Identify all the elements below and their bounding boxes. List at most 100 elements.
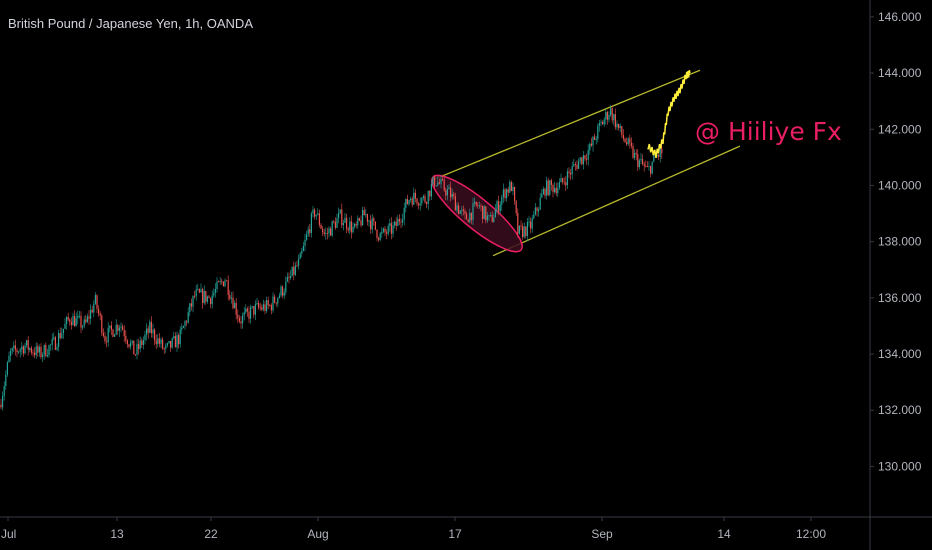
candle [555,182,557,196]
candle [322,226,324,236]
candle [246,306,248,317]
candle [306,230,308,242]
candle [416,197,418,207]
candle [624,137,626,143]
candle [530,217,532,234]
candle [373,216,375,226]
candle [379,232,381,242]
candle [126,339,128,348]
price-axis[interactable]: 130.000 132.000 134.000 136.000 138.000 140.0… [870,10,922,474]
candle [176,331,178,353]
candle [178,333,180,349]
candle [413,187,415,205]
annotation-text[interactable]: @ Hiiliye Fx [695,117,842,146]
candle [549,179,551,197]
candle [448,184,450,190]
candle [66,315,68,330]
candle [598,120,600,132]
time-tick-label: 14 [717,527,731,541]
candle [566,168,568,190]
candle [238,315,240,324]
candle [267,296,269,309]
candle [122,323,124,331]
candle [40,343,42,360]
candle [650,165,652,178]
candle [3,381,5,401]
candle [538,207,540,217]
candle [550,178,552,191]
candle [528,216,530,227]
channel-lines[interactable] [432,69,741,257]
time-axis[interactable]: Jul 13 22 Aug 17 Sep 14 12:00 [1,517,826,541]
candle [115,319,117,336]
candle [374,221,376,231]
candle [579,156,581,165]
candle [371,214,373,234]
candle [646,161,648,168]
candle [491,211,493,223]
candle [168,340,170,344]
candle [326,227,328,240]
candle [594,133,596,141]
candle [456,202,458,213]
price-tick-label: 142.000 [878,122,922,136]
candle [102,328,104,338]
candle [454,192,456,211]
candle [253,305,255,319]
candle [205,290,207,305]
candle [304,233,306,252]
candle [474,197,476,207]
candle [382,227,384,234]
candle [194,290,196,299]
candle [157,333,159,348]
candle [96,294,98,313]
candle [272,292,274,313]
candle [616,120,618,131]
candle [46,348,48,358]
candle [302,241,304,252]
candle [160,337,162,348]
candle [475,201,477,208]
channel-lower-line[interactable] [492,145,741,257]
candle [117,323,119,336]
candle [61,327,63,339]
candle [293,261,295,281]
candle [107,322,109,347]
candle [258,300,260,310]
candle [520,220,522,231]
time-tick-label: Aug [307,527,328,541]
candle [179,326,181,348]
candle [648,161,650,171]
projection-path[interactable] [647,70,691,159]
candle [211,290,213,309]
candle [486,211,488,224]
candle [299,251,301,260]
candle [414,189,416,203]
candle [278,292,280,299]
candle [72,312,74,326]
candle [589,142,591,155]
candle [509,179,511,194]
candle [376,229,378,242]
candle [213,288,215,298]
channel-upper-line[interactable] [432,69,701,181]
time-tick-label: Sep [591,527,613,541]
candle [64,318,66,329]
candle [574,161,576,171]
candle [13,341,15,353]
candle [442,174,444,182]
candle [98,305,100,317]
candle [203,285,205,305]
candle [38,344,40,357]
candle [42,352,44,363]
candle [389,218,391,232]
candle [290,269,292,280]
candle [552,183,554,198]
candle [110,321,112,336]
candle [277,297,279,308]
projection-group[interactable] [647,70,691,159]
candle [387,223,389,236]
candle [256,298,258,306]
candle [125,330,127,344]
